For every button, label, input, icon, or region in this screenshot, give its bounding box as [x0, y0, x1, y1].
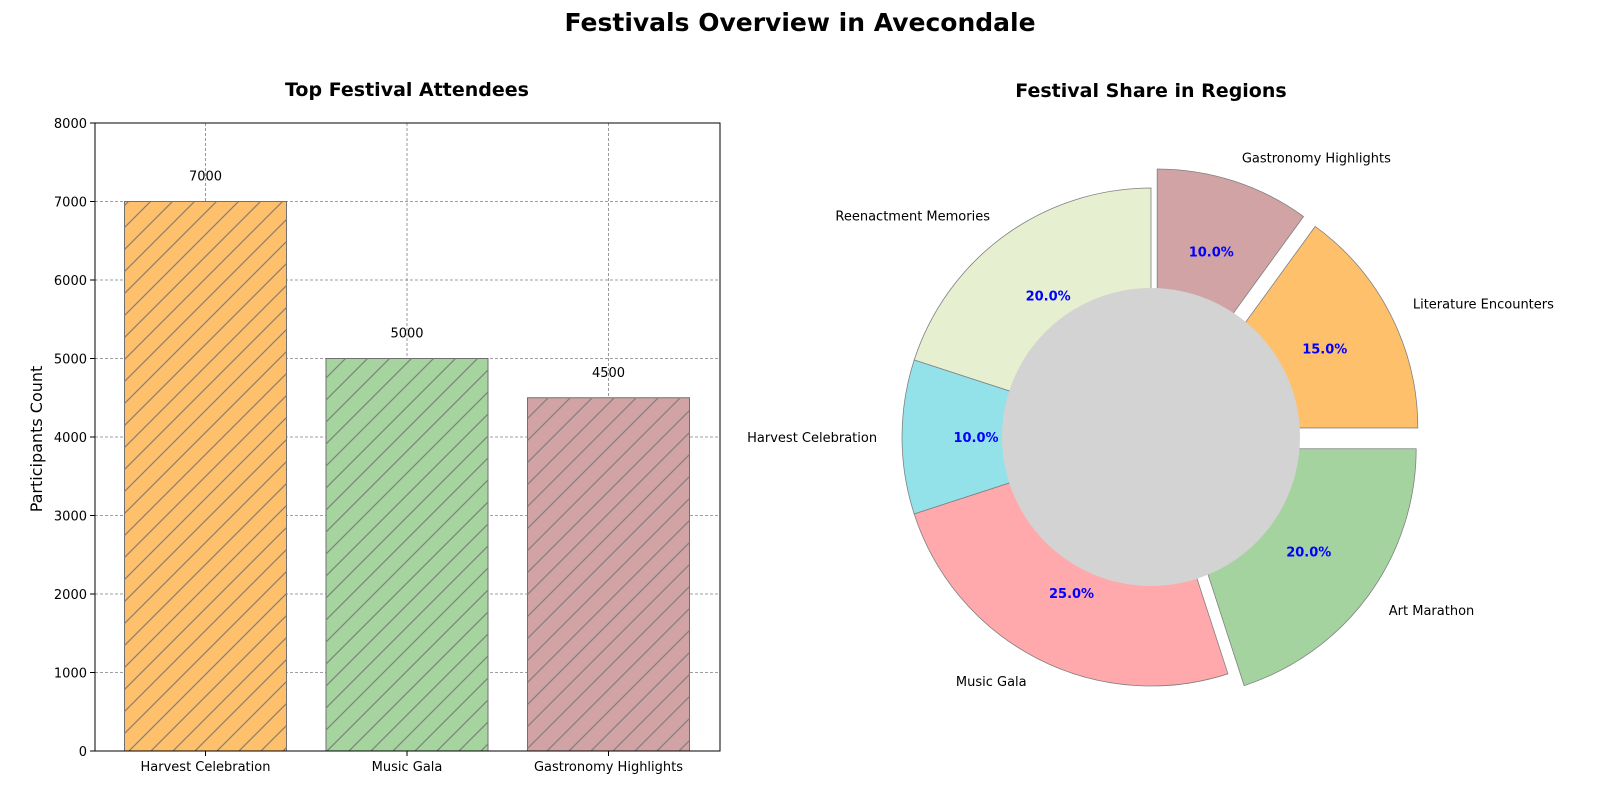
slice-label: Art Marathon	[1389, 604, 1475, 619]
x-axis-ticks: Harvest Celebration Music Gala Gastronomy …	[141, 751, 683, 775]
y-tick-label: 1000	[54, 667, 87, 682]
slice-label: Music Gala	[956, 675, 1027, 690]
slice-percent-label: 20.0%	[1286, 546, 1331, 561]
slice-percent-label: 15.0%	[1302, 342, 1347, 357]
y-tick-label: 7000	[54, 196, 87, 211]
y-tick-label: 6000	[54, 274, 87, 289]
slice-label: Literature Encounters	[1413, 298, 1554, 313]
bar-value-label: 4500	[592, 366, 625, 381]
slice-percent-label: 25.0%	[1049, 587, 1094, 602]
bar-chart: Top Festival Attendees Participants Coun…	[27, 79, 721, 775]
x-tick-label: Gastronomy Highlights	[534, 760, 683, 775]
bars	[124, 201, 690, 752]
bar-hatch	[527, 397, 690, 751]
bar-value-label: 5000	[390, 327, 423, 342]
y-tick-label: 8000	[54, 117, 87, 132]
y-axis-ticks: 0 1000 2000 3000 4000 5000 6000 7000 8000	[54, 117, 95, 760]
x-tick-label: Music Gala	[372, 760, 443, 775]
bar-value-labels: 7000 5000 4500	[189, 170, 625, 381]
slice-labels: Literature Encounters Gastronomy Highligh…	[747, 151, 1554, 690]
y-axis-label: Participants Count	[27, 366, 46, 513]
y-tick-label: 0	[79, 745, 87, 760]
figure-title: Festivals Overview in Avecondale	[564, 8, 1036, 37]
bar-hatch	[124, 201, 287, 751]
slice-percent-label: 10.0%	[1189, 246, 1234, 261]
bar-value-label: 7000	[189, 170, 222, 185]
slice-percent-label: 20.0%	[1026, 289, 1071, 304]
slice-label: Reenactment Memories	[835, 209, 990, 224]
bar-chart-title: Top Festival Attendees	[285, 79, 529, 101]
slice-label: Gastronomy Highlights	[1242, 151, 1391, 166]
donut-center	[1002, 288, 1300, 586]
y-tick-label: 2000	[54, 588, 87, 603]
y-tick-label: 5000	[54, 353, 87, 368]
y-tick-label: 3000	[54, 510, 87, 525]
x-tick-label: Harvest Celebration	[141, 760, 271, 775]
slice-percent-label: 10.0%	[953, 431, 998, 446]
slice-label: Harvest Celebration	[747, 431, 877, 446]
bar-hatch	[326, 358, 488, 751]
percent-labels: 15.0% 10.0% 20.0% 10.0% 25.0% 20.0%	[953, 246, 1347, 602]
y-tick-label: 4000	[54, 431, 87, 446]
donut-chart-title: Festival Share in Regions	[1015, 80, 1286, 102]
